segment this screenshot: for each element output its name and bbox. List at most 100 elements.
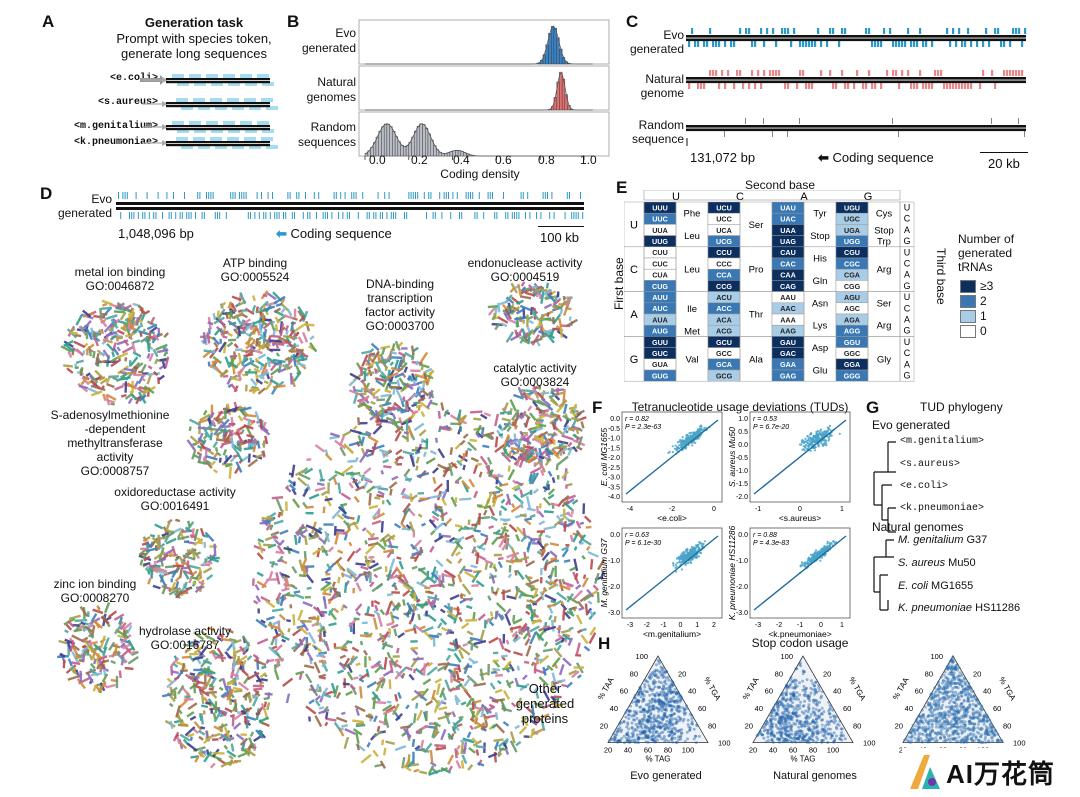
protein-structure (239, 406, 252, 412)
gene-mark (835, 83, 838, 89)
protein-structure (494, 306, 498, 315)
protein-structure (324, 580, 331, 585)
protein-structure (102, 637, 110, 650)
protein-structure (508, 523, 518, 533)
protein-structure (377, 508, 381, 518)
protein-structure (512, 618, 523, 625)
protein-structure (405, 666, 413, 672)
protein-structure (295, 331, 300, 337)
protein-structure (271, 341, 285, 346)
protein-structure (213, 316, 226, 325)
histogram-bar (559, 71, 563, 111)
protein-structure (559, 327, 564, 338)
protein-structure (228, 338, 237, 342)
protein-structure (179, 733, 191, 742)
protein-structure (365, 359, 371, 366)
protein-structure (266, 702, 271, 711)
protein-structure (495, 602, 507, 613)
codon-label: AGA (844, 315, 860, 324)
protein-structure (314, 715, 323, 728)
gene-mark (155, 212, 157, 219)
scatter-point (813, 441, 816, 444)
cluster-metal-ion-name: metal ion binding (74, 265, 166, 279)
protein-structure (252, 578, 255, 586)
protein-structure (281, 364, 290, 371)
gene-mark (423, 192, 425, 199)
gene-mark (688, 41, 691, 47)
protein-structure (384, 611, 390, 616)
protein-structure (216, 310, 220, 319)
protein-structure (429, 494, 443, 500)
gene-mark (760, 28, 763, 34)
protein-structure (142, 328, 146, 334)
gene-mark (775, 70, 778, 76)
protein-structure (391, 703, 400, 716)
codon-label: GAC (780, 349, 796, 358)
protein-structure (220, 330, 229, 336)
protein-structure (184, 695, 191, 699)
protein-structure (259, 418, 263, 430)
protein-structure (114, 384, 124, 391)
protein-structure (491, 667, 499, 675)
protein-structure (140, 547, 149, 550)
protein-structure (515, 534, 521, 542)
protein-structure (285, 693, 291, 704)
gene-block (223, 74, 235, 78)
protein-structure (524, 519, 532, 526)
protein-structure (283, 546, 293, 551)
amino-acid-label: Lys (813, 321, 828, 332)
protein-structure (337, 549, 344, 554)
protein-structure (365, 558, 374, 566)
y-tick-label: 1.0 (738, 416, 748, 423)
protein-structure (275, 572, 281, 585)
protein-structure (510, 446, 521, 451)
gene-mark (580, 192, 581, 199)
scatter-point (691, 558, 694, 561)
protein-structure (561, 683, 568, 688)
protein-structure (520, 389, 526, 392)
protein-structure (244, 747, 256, 757)
protein-structure (379, 419, 388, 423)
y-tick-label: -3.0 (608, 475, 620, 482)
protein-structure (545, 291, 556, 303)
protein-structure (456, 535, 465, 543)
gene-mark (793, 28, 796, 34)
scatter-point (815, 438, 818, 441)
protein-structure (102, 302, 108, 307)
protein-structure (546, 334, 555, 344)
protein-structure (336, 514, 345, 521)
protein-structure (587, 600, 593, 605)
protein-structure (497, 316, 509, 324)
protein-structure (321, 625, 327, 634)
trna-legend-title-2: generated (958, 246, 1013, 260)
protein-structure (106, 393, 117, 401)
third-base-letter: U (904, 292, 911, 302)
protein-structure (255, 618, 268, 629)
scatter-point (688, 439, 691, 442)
protein-structure (546, 312, 551, 318)
scatter-point (807, 444, 810, 447)
protein-structure (429, 750, 434, 763)
protein-structure (529, 430, 537, 434)
protein-structure (486, 456, 493, 465)
protein-structure (297, 357, 308, 362)
codon-label: CUU (652, 248, 668, 257)
protein-structure (583, 594, 593, 602)
protein-structure (365, 406, 372, 411)
protein-structure (108, 641, 116, 651)
c-label-natural-1: Natural (645, 72, 684, 86)
protein-structure (462, 642, 468, 647)
protein-structure (243, 715, 248, 725)
protein-structure (494, 610, 499, 620)
protein-structure (464, 450, 469, 457)
protein-structure (212, 313, 217, 321)
protein-structure (110, 358, 122, 368)
protein-structure (498, 482, 509, 488)
protein-structure (501, 540, 510, 551)
protein-structure (429, 369, 435, 375)
protein-structure (232, 654, 237, 664)
protein-structure (208, 649, 216, 655)
amino-acid-label: Ile (687, 304, 697, 315)
protein-structure (437, 410, 441, 419)
protein-structure (363, 383, 368, 393)
